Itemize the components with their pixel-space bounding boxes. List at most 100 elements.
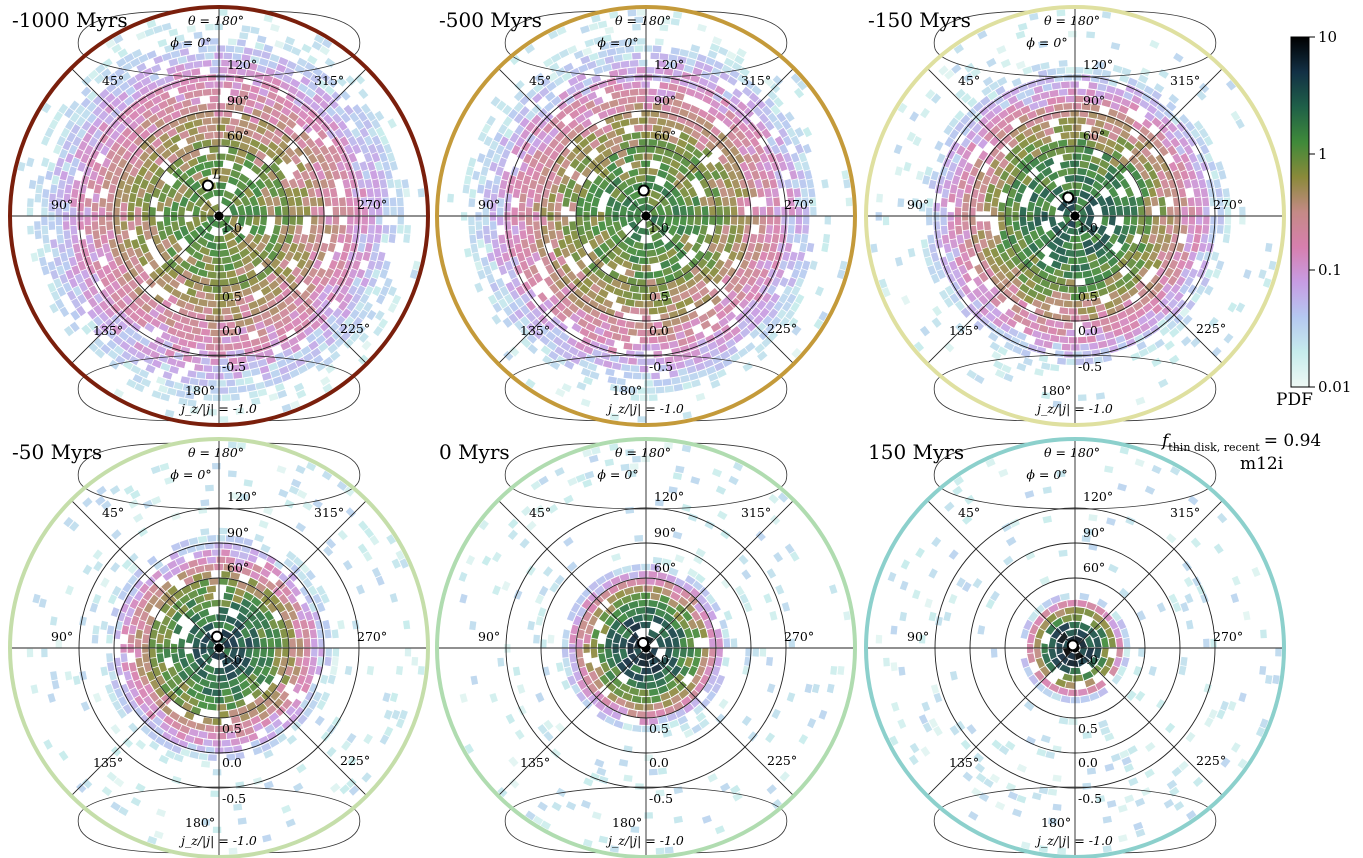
heatmap-cell (371, 118, 381, 130)
heatmap-cell (271, 313, 282, 323)
heatmap-cell (293, 556, 304, 567)
heatmap-cell (619, 251, 631, 261)
heatmap-cell (254, 321, 265, 331)
panel-border (8, 437, 430, 858)
heatmap-cell (657, 89, 667, 97)
heatmap-cell (1203, 216, 1210, 225)
heatmap-cell (345, 507, 356, 518)
heatmap-cell (316, 602, 326, 613)
heatmap-cell (1152, 162, 1162, 173)
heatmap-cell (99, 88, 110, 99)
heatmap-cell (990, 247, 1000, 259)
heatmap-cell (653, 299, 663, 307)
heatmap-cell (291, 317, 302, 328)
heatmap-cell (373, 188, 382, 198)
heatmap-cell (120, 653, 128, 663)
heatmap-cell (175, 124, 186, 134)
heatmap-cell (770, 82, 781, 94)
heatmap-cell (237, 240, 248, 252)
heatmap-cell (225, 615, 237, 625)
heatmap-cell (679, 108, 690, 118)
heatmap-cell (177, 115, 188, 125)
heatmap-cell (326, 724, 337, 735)
heatmap-cell (217, 322, 227, 329)
jz-label: j_z/|j| = -1.0 (178, 833, 257, 848)
heatmap-cell (87, 297, 98, 308)
heatmap-cell (666, 61, 676, 69)
heatmap-cell (186, 54, 196, 62)
heatmap-cell (924, 166, 933, 177)
heatmap-cell (175, 330, 186, 339)
heatmap-cell (165, 749, 176, 760)
heatmap-cell (1136, 225, 1145, 235)
heatmap-cell (341, 740, 352, 751)
heatmap-cell (228, 38, 237, 46)
heatmap-cell (107, 594, 118, 605)
heatmap-cell (280, 341, 291, 351)
heatmap-cell (327, 77, 338, 88)
heatmap-cell (1015, 289, 1027, 300)
heatmap-cell (600, 42, 610, 51)
heatmap-cell (232, 53, 242, 61)
heatmap-cell (893, 144, 903, 155)
heatmap-cell (763, 161, 773, 172)
heatmap-cell (53, 111, 63, 122)
heatmap-cell (527, 344, 538, 355)
heatmap-cell (293, 782, 304, 793)
heatmap-cell (294, 706, 305, 717)
heatmap-cell (1087, 283, 1097, 292)
heatmap-cell (649, 336, 658, 344)
heatmap-cell (305, 333, 317, 344)
heatmap-cell (181, 152, 192, 163)
heatmap-cell (657, 685, 669, 695)
heatmap-cell (356, 584, 365, 595)
heatmap-cell (679, 186, 690, 198)
heatmap-cell (203, 160, 214, 169)
heatmap-cell (250, 307, 261, 317)
heatmap-cell (256, 296, 267, 307)
heatmap-cell (1072, 153, 1082, 160)
theta-label: 90° (227, 93, 249, 108)
heatmap-cell (534, 162, 545, 173)
heatmap-cell (234, 46, 244, 54)
heatmap-cell (229, 648, 239, 660)
heatmap-cell (1215, 161, 1224, 172)
heatmap-cell (202, 717, 213, 725)
heatmap-cell (511, 225, 519, 235)
heatmap-cell (743, 153, 753, 164)
heatmap-cell (810, 206, 817, 216)
heatmap-cell (242, 287, 253, 297)
heatmap-cell (192, 251, 204, 261)
heatmap-cell (339, 251, 349, 262)
heatmap-cell (668, 687, 680, 698)
heatmap-cell (195, 692, 206, 702)
heatmap-cell (804, 170, 813, 180)
heatmap-cell (99, 322, 110, 334)
heatmap-cell (111, 247, 120, 258)
heatmap-cell (571, 322, 582, 333)
heatmap-cell (102, 179, 111, 190)
heatmap-cell (115, 123, 127, 134)
heatmap-cell (91, 202, 99, 212)
heatmap-cell (32, 593, 41, 604)
heatmap-cell (1158, 297, 1170, 308)
heatmap-cell (930, 170, 939, 181)
heatmap-cell (309, 629, 318, 639)
heatmap-cell (221, 167, 232, 176)
heatmap-cell (304, 593, 314, 605)
heatmap-cell (632, 52, 641, 60)
heatmap-cell (1040, 302, 1051, 312)
heatmap-cell (1130, 206, 1138, 216)
heatmap-cell (1174, 216, 1181, 225)
heatmap-cell (980, 95, 991, 106)
heatmap-cell (381, 188, 389, 198)
heatmap-cell (149, 702, 160, 714)
heatmap-cell (1003, 341, 1015, 351)
heatmap-cell (749, 328, 760, 339)
heatmap-cell (201, 221, 213, 233)
heatmap-cell (225, 585, 236, 594)
heatmap-cell (124, 259, 134, 271)
heatmap-cell (765, 197, 773, 207)
heatmap-cell (731, 116, 743, 127)
heatmap-cell (1127, 313, 1138, 323)
